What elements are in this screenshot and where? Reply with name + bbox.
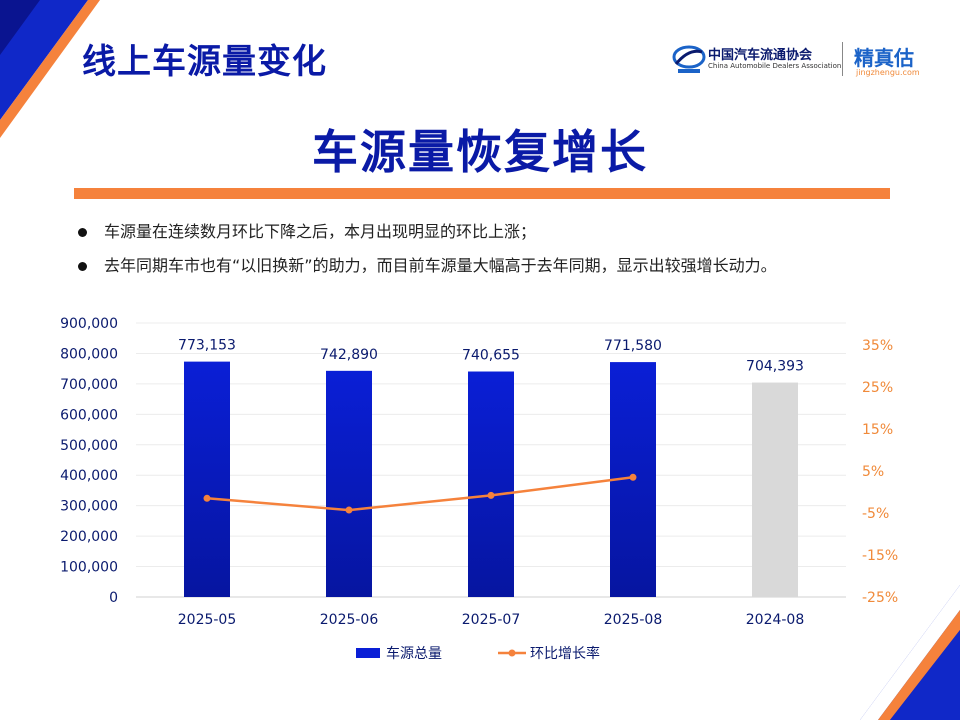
logo-divider xyxy=(842,42,843,76)
bar-data-label: 704,393 xyxy=(746,359,804,375)
bar xyxy=(752,382,798,597)
bar-data-label: 740,655 xyxy=(462,348,520,364)
page-title: 线上车源量变化 xyxy=(82,42,327,82)
x-tick-label: 2025-07 xyxy=(462,612,521,628)
y-left-tick-label: 0 xyxy=(109,590,118,606)
x-tick-label: 2025-08 xyxy=(604,612,663,628)
bar xyxy=(468,371,514,597)
x-tick-label: 2024-08 xyxy=(746,612,805,628)
bar-data-label: 771,580 xyxy=(604,338,662,354)
bar xyxy=(184,361,230,597)
bar xyxy=(326,370,372,597)
bar-data-label: 773,153 xyxy=(178,338,236,354)
growth-rate-point xyxy=(629,473,637,481)
bottom-right-decoration xyxy=(860,585,960,720)
legend-bar-swatch xyxy=(356,648,380,658)
org-name-cn: 中国汽车流通协会 xyxy=(708,48,813,63)
combo-chart: 0 100,000 200,000 300,000 400,000 500,000 600,… xyxy=(60,316,898,662)
headline-underline xyxy=(74,188,890,199)
logo-area: 中国汽车流通协会 China Automobile Dealers Associ… xyxy=(668,38,928,82)
bar-data-label: 742,890 xyxy=(320,347,378,363)
legend-bar-label: 车源总量 xyxy=(386,645,442,662)
x-tick-label: 2025-05 xyxy=(178,612,237,628)
y-left-tick-label: 900,000 xyxy=(60,316,118,332)
brand-url: jingzhengu.com xyxy=(856,68,920,77)
y-left-tick-label: 500,000 xyxy=(60,438,118,454)
y-left-tick-label: 300,000 xyxy=(60,499,118,515)
x-tick-label: 2025-06 xyxy=(320,612,379,628)
growth-rate-point xyxy=(203,494,211,502)
brand-name: 精真估 xyxy=(854,46,914,70)
bullet-dot-icon xyxy=(78,262,87,271)
bullet-list: 车源量在连续数月环比下降之后，本月出现明显的环比上涨； 去年同期车市也有“以旧换… xyxy=(78,222,938,290)
y-right-tick-label: 15% xyxy=(862,422,893,438)
bullet-text: 去年同期车市也有“以旧换新”的助力，而目前车源量大幅高于去年同期，显示出较强增长… xyxy=(104,256,777,275)
legend-line-label: 环比增长率 xyxy=(530,645,600,662)
y-right-tick-label: -25% xyxy=(862,590,898,606)
y-left-tick-label: 100,000 xyxy=(60,560,118,576)
growth-rate-line xyxy=(206,476,634,512)
y-left-tick-label: 700,000 xyxy=(60,377,118,393)
org-name-en: China Automobile Dealers Association xyxy=(708,62,842,70)
cada-logo-icon xyxy=(672,45,706,73)
y-right-tick-label: -15% xyxy=(862,548,898,564)
bullet-dot-icon xyxy=(78,228,87,237)
y-right-tick-label: -5% xyxy=(862,506,889,522)
bullet-item: 去年同期车市也有“以旧换新”的助力，而目前车源量大幅高于去年同期，显示出较强增长… xyxy=(78,256,938,276)
y-right-tick-label: 35% xyxy=(862,338,893,354)
y-right-tick-label: 25% xyxy=(862,380,893,396)
y-left-tick-label: 600,000 xyxy=(60,407,118,423)
y-left-tick-label: 400,000 xyxy=(60,468,118,484)
legend-line-marker xyxy=(508,649,516,657)
top-left-decoration xyxy=(0,0,100,138)
y-left-tick-label: 200,000 xyxy=(60,529,118,545)
bullet-item: 车源量在连续数月环比下降之后，本月出现明显的环比上涨； xyxy=(78,222,938,242)
growth-rate-point xyxy=(345,506,353,514)
bullet-text: 车源量在连续数月环比下降之后，本月出现明显的环比上涨； xyxy=(104,222,537,241)
y-left-tick-label: 800,000 xyxy=(60,346,118,362)
y-right-tick-label: 5% xyxy=(862,464,884,480)
growth-rate-point xyxy=(487,491,495,499)
headline: 车源量恢复增长 xyxy=(312,125,648,179)
